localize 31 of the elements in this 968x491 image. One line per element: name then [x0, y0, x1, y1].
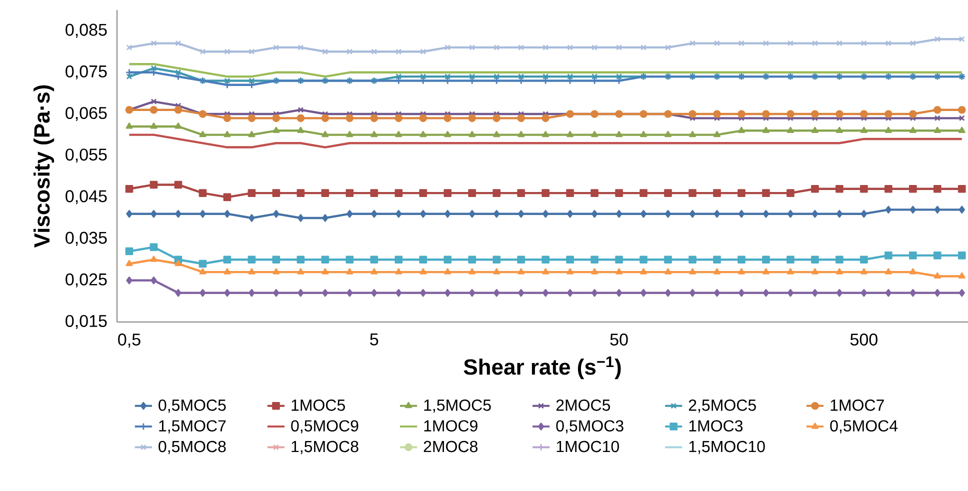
- y-axis-title: Viscosity (Pa·s): [34, 85, 54, 248]
- legend-label: 0,5MOC3: [556, 420, 624, 434]
- y-tick-label: 0,085: [66, 24, 107, 38]
- legend-label: 1MOC3: [689, 420, 743, 432]
- y-tick-label: 0,035: [66, 232, 107, 246]
- legend-label: 2MOC5: [556, 400, 610, 411]
- y-tick-label: 0,045: [66, 190, 107, 204]
- y-tick-label: 0,055: [66, 148, 107, 163]
- legend-label: 0,5MOC5: [158, 400, 226, 413]
- x-tick-label: 0,5: [118, 334, 140, 348]
- legend-label: 1,5MOC10: [689, 440, 765, 454]
- legend-label: 0,5MOC9: [291, 420, 358, 434]
- legend-label: 1,5MOC8: [292, 440, 358, 454]
- x-axis-title: Shear rate (s$^{−1}$): [464, 356, 621, 380]
- y-tick-label: 0,065: [66, 106, 107, 122]
- y-tick-label: 0,075: [66, 65, 107, 80]
- legend-label: 0,5MOC4: [830, 420, 898, 434]
- legend-label: 1MOC5: [292, 400, 345, 411]
- legend-label: 1,5MOC5: [424, 400, 491, 413]
- legend-label: 1MOC9: [424, 420, 478, 432]
- x-tick-label: 500: [850, 334, 878, 346]
- legend-label: 2MOC8: [424, 440, 478, 452]
- legend-label: 1,5MOC7: [159, 420, 226, 434]
- x-tick-label: 5: [370, 334, 378, 346]
- y-tick-label: 0,025: [66, 273, 107, 288]
- legend-label: 1MOC10: [556, 440, 619, 452]
- legend-label: 0,5MOC8: [158, 440, 226, 454]
- legend-label: 2,5MOC5: [688, 400, 756, 413]
- y-tick-label: 0,015: [66, 314, 107, 330]
- x-tick-label: 50: [610, 334, 628, 346]
- legend-label: 1MOC7: [830, 400, 884, 411]
